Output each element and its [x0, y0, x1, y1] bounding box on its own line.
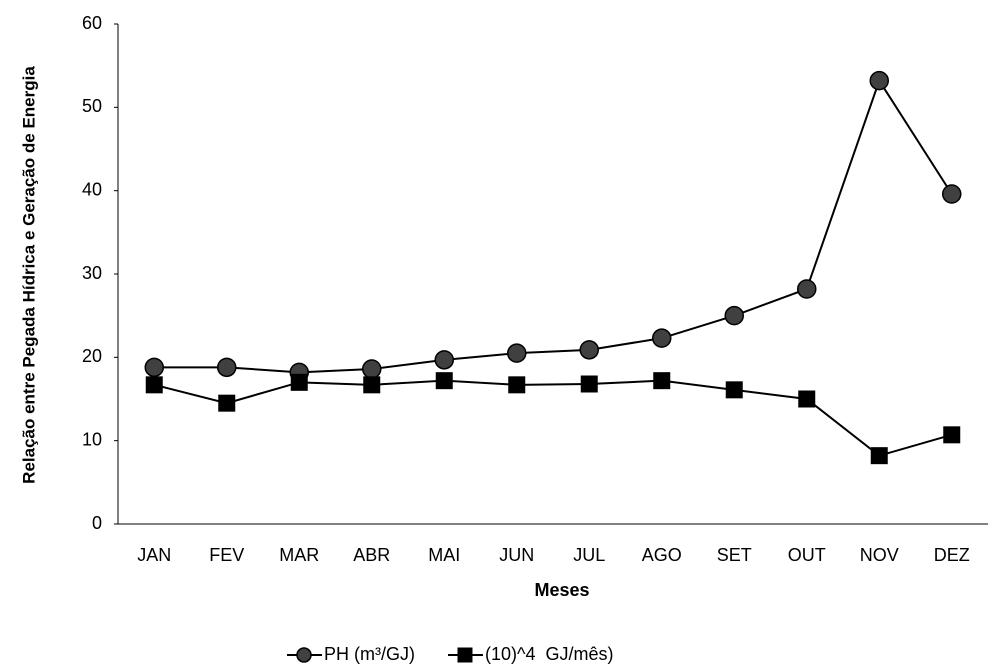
- legend-label: PH (m³/GJ): [324, 644, 415, 664]
- point: [363, 376, 381, 394]
- point: [218, 394, 236, 412]
- y-tick-label: 40: [82, 179, 102, 199]
- y-tick-label: 50: [82, 96, 102, 116]
- line: [154, 78, 953, 374]
- point: [145, 376, 163, 394]
- y-axis-title: Relação entre Pegada Hídrica e Geração d…: [19, 66, 39, 484]
- y-tick-label: 0: [92, 513, 102, 533]
- y-tick-label: 60: [82, 13, 102, 33]
- x-tick-label: ABR: [353, 545, 390, 565]
- point: [798, 390, 816, 408]
- point: [797, 279, 817, 299]
- line: [154, 379, 953, 457]
- point: [507, 343, 527, 363]
- point: [217, 357, 237, 378]
- point: [580, 375, 598, 393]
- point: [290, 373, 308, 391]
- legend-label: (10)^4 GJ/mês): [485, 644, 613, 664]
- point: [652, 328, 672, 348]
- point: [579, 340, 599, 360]
- x-tick-label: MAR: [279, 545, 319, 565]
- x-tick-label: NOV: [860, 545, 899, 565]
- x-tick-label: DEZ: [934, 545, 970, 565]
- point: [653, 372, 671, 390]
- x-tick-label: AGO: [642, 545, 682, 565]
- legend-marker: [296, 647, 312, 663]
- point: [508, 376, 526, 394]
- x-tick-label: OUT: [788, 545, 826, 565]
- point: [362, 359, 382, 379]
- x-tick-label: SET: [717, 545, 752, 565]
- x-axis-title: Meses: [534, 580, 589, 600]
- x-tick-label: FEV: [209, 545, 244, 565]
- point: [144, 357, 164, 378]
- point: [724, 305, 744, 326]
- x-tick-label: JAN: [137, 545, 171, 565]
- point: [870, 447, 888, 465]
- y-tick-label: 10: [82, 429, 102, 449]
- point: [434, 350, 454, 370]
- x-tick-label: MAI: [428, 545, 460, 565]
- point: [435, 372, 453, 390]
- point: [725, 381, 743, 399]
- point: [943, 426, 961, 444]
- y-tick-label: 20: [82, 346, 102, 366]
- y-tick-label: 30: [82, 263, 102, 283]
- legend-marker: [457, 647, 473, 663]
- point: [942, 184, 962, 204]
- point: [869, 70, 889, 91]
- x-tick-label: JUL: [573, 545, 605, 565]
- x-tick-label: JUN: [499, 545, 534, 565]
